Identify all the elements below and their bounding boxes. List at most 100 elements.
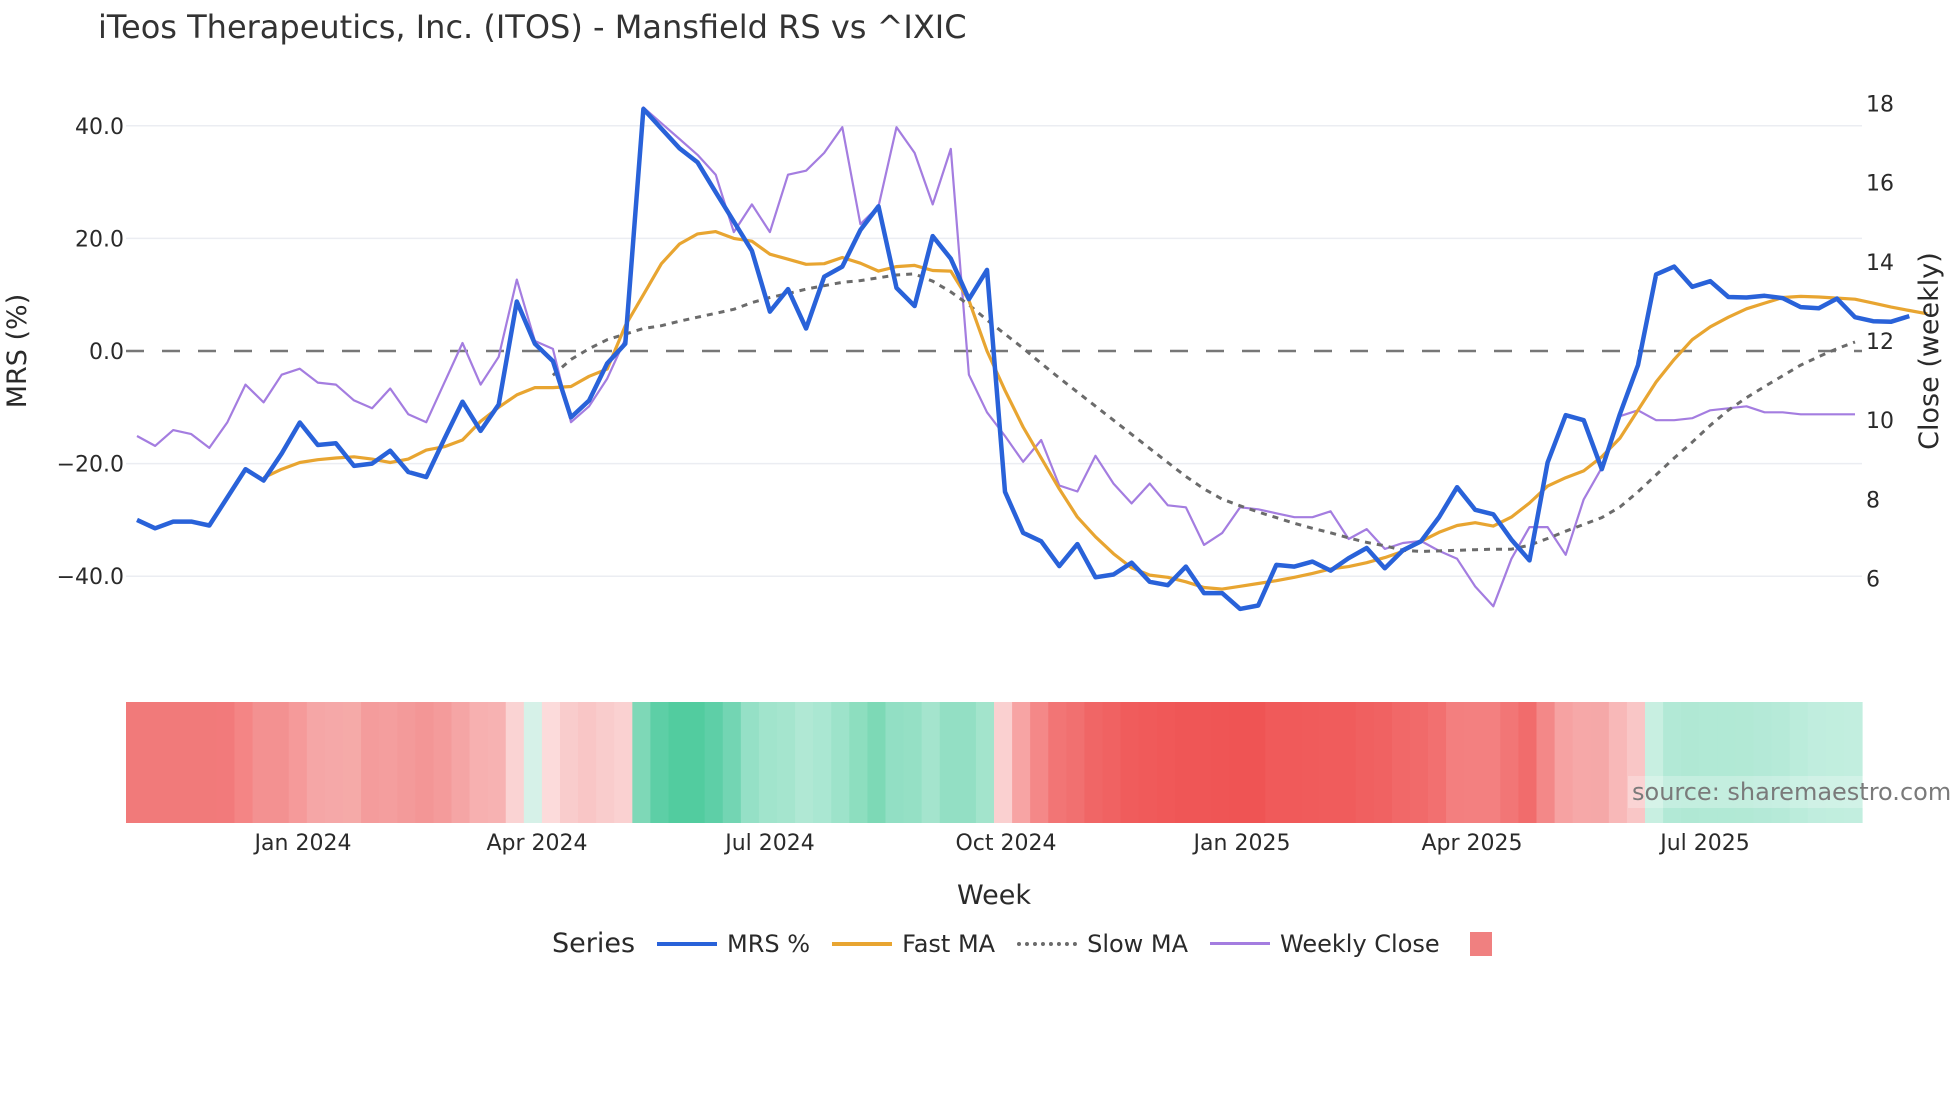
strip-cell (324, 702, 344, 823)
strip-cell (1554, 702, 1574, 823)
strip-cell (451, 702, 471, 823)
legend-item-strip[interactable] (1462, 931, 1492, 956)
y-tick-label: −40.0 (57, 565, 124, 590)
strip-cell (1663, 702, 1682, 823)
strip-cell (487, 702, 507, 823)
strip-cell (758, 702, 778, 823)
source-attribution: source: sharemaestro.com (1628, 776, 1956, 808)
series-lines (136, 106, 1928, 612)
strip-cell (1807, 702, 1827, 823)
fast-maline (262, 230, 1928, 591)
y2-axis-title: Close (weekly) (1914, 252, 1945, 450)
strip-cell (957, 702, 977, 823)
strip-cell (596, 702, 615, 823)
legend-item-mrs[interactable]: MRS % (657, 930, 810, 958)
strip-cell (560, 702, 579, 823)
strip-cell (813, 702, 832, 823)
strip-cell (1518, 702, 1538, 823)
strip-cell (1247, 702, 1266, 823)
strip-cell (126, 702, 145, 823)
y2-tick-label: 6 (1866, 568, 1880, 593)
x-tick-label: Apr 2025 (1421, 831, 1522, 856)
strip-cell (361, 702, 380, 823)
strip-cell (686, 702, 706, 823)
strip-cell (777, 702, 796, 823)
strip-cell (1464, 702, 1483, 823)
strip-cell (1590, 702, 1610, 823)
legend-item-weekly-close[interactable]: Weekly Close (1210, 930, 1440, 958)
strip-cell (1391, 702, 1411, 823)
strip-cell (1319, 702, 1339, 823)
weekly-close-line-swatch-icon (1210, 942, 1271, 945)
strip-cell (180, 702, 199, 823)
strip-cell (1753, 702, 1773, 823)
strip-cell (379, 702, 398, 823)
x-axis-title: Week (957, 880, 1031, 911)
strip-cell (1373, 702, 1393, 823)
y2-tick-label: 16 (1866, 172, 1894, 197)
strip-cell (469, 702, 489, 823)
strip-cell (1735, 702, 1755, 823)
x-tick-label: Jan 2024 (253, 831, 352, 856)
strip-cell (1066, 702, 1086, 823)
legend-label: Slow MA (1087, 929, 1189, 958)
strip-cell (1084, 702, 1104, 823)
legend-label: MRS % (727, 929, 811, 958)
y2-tick-label: 18 (1866, 92, 1894, 117)
strip-color-box-icon (1469, 931, 1492, 956)
strip-cell (831, 702, 850, 823)
legend-header: Series (552, 928, 636, 959)
strip-cell (1265, 702, 1284, 823)
strip-cell (1681, 702, 1700, 823)
strip-cell (921, 702, 941, 823)
strip-cell (1283, 702, 1303, 823)
strip-cell (1030, 702, 1049, 823)
legend-item-fast-ma[interactable]: Fast MA (832, 930, 995, 958)
y2-tick-label: 12 (1866, 330, 1894, 355)
chart-title: iTeos Therapeutics, Inc. (ITOS) - Mansfi… (98, 8, 967, 46)
mrs-heatmap-strip (126, 702, 1863, 823)
strip-cell (849, 702, 869, 823)
strip-cell (975, 702, 995, 823)
strip-cell (1717, 702, 1737, 823)
legend-item-slow-ma[interactable]: Slow MA (1017, 930, 1188, 958)
strip-cell (397, 702, 416, 823)
strip-cell (505, 702, 525, 823)
strip-cell (1699, 702, 1718, 823)
weekly-closeline (136, 106, 1855, 608)
strip-cell (144, 702, 163, 823)
strip-cell (704, 702, 724, 823)
strip-cell (1048, 702, 1067, 823)
y-axis-title: MRS (%) (2, 294, 33, 409)
legend-label: Fast MA (902, 929, 996, 958)
y2-tick-label: 8 (1866, 488, 1880, 513)
x-tick-label: Jul 2025 (1658, 831, 1750, 856)
y2-tick-label: 14 (1866, 251, 1894, 276)
strip-cell (1355, 702, 1375, 823)
strip-cell (1102, 702, 1122, 823)
strip-cell (1825, 702, 1845, 823)
mrs-line (136, 106, 1910, 612)
strip-cell (306, 702, 326, 823)
strip-cell (722, 702, 742, 823)
x-tick-label: Jan 2025 (1192, 831, 1291, 856)
strip-cell (1645, 702, 1664, 823)
strip-cell (740, 702, 760, 823)
x-tick-label: Oct 2024 (955, 831, 1056, 856)
strip-cell (415, 702, 435, 823)
strip-cell (252, 702, 272, 823)
strip-cell (1229, 702, 1248, 823)
strip-cell (523, 702, 543, 823)
strip-cell (1138, 702, 1158, 823)
y-axis-left: 40.0 20.0 0.0 −20.0 −40.0 (57, 115, 124, 590)
strip-cell (541, 702, 561, 823)
strip-cell (1536, 702, 1556, 823)
y-tick-label: 0.0 (89, 340, 124, 365)
strip-cell (433, 702, 453, 823)
y-tick-label: 40.0 (75, 115, 124, 140)
fast-ma-line-swatch-icon (832, 941, 893, 946)
strip-cell (1211, 702, 1230, 823)
strip-cell (288, 702, 308, 823)
strip-cell (1572, 702, 1592, 823)
